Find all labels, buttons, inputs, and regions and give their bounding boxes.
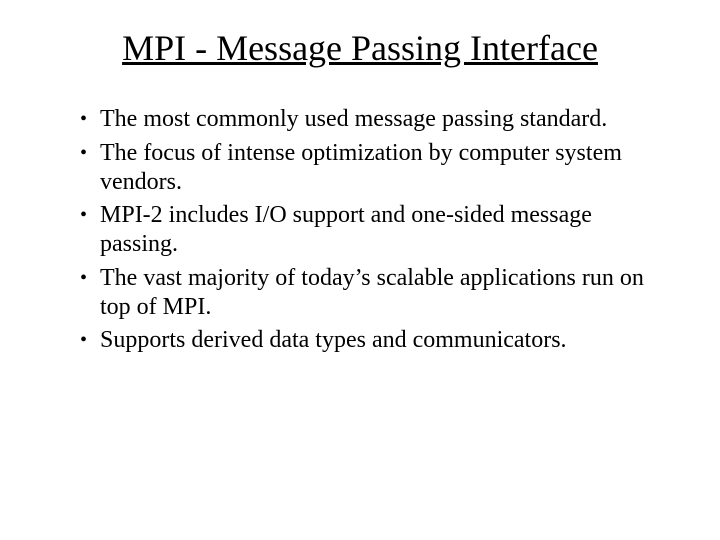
list-item: MPI-2 includes I/O support and one-sided… — [80, 201, 662, 260]
list-item: The vast majority of today’s scalable ap… — [80, 264, 662, 323]
slide-title: MPI - Message Passing Interface — [48, 28, 672, 69]
slide: MPI - Message Passing Interface The most… — [0, 0, 720, 540]
list-item: The focus of intense optimization by com… — [80, 139, 662, 198]
bullet-list: The most commonly used message passing s… — [48, 105, 672, 355]
list-item: Supports derived data types and communic… — [80, 326, 662, 355]
list-item: The most commonly used message passing s… — [80, 105, 662, 134]
